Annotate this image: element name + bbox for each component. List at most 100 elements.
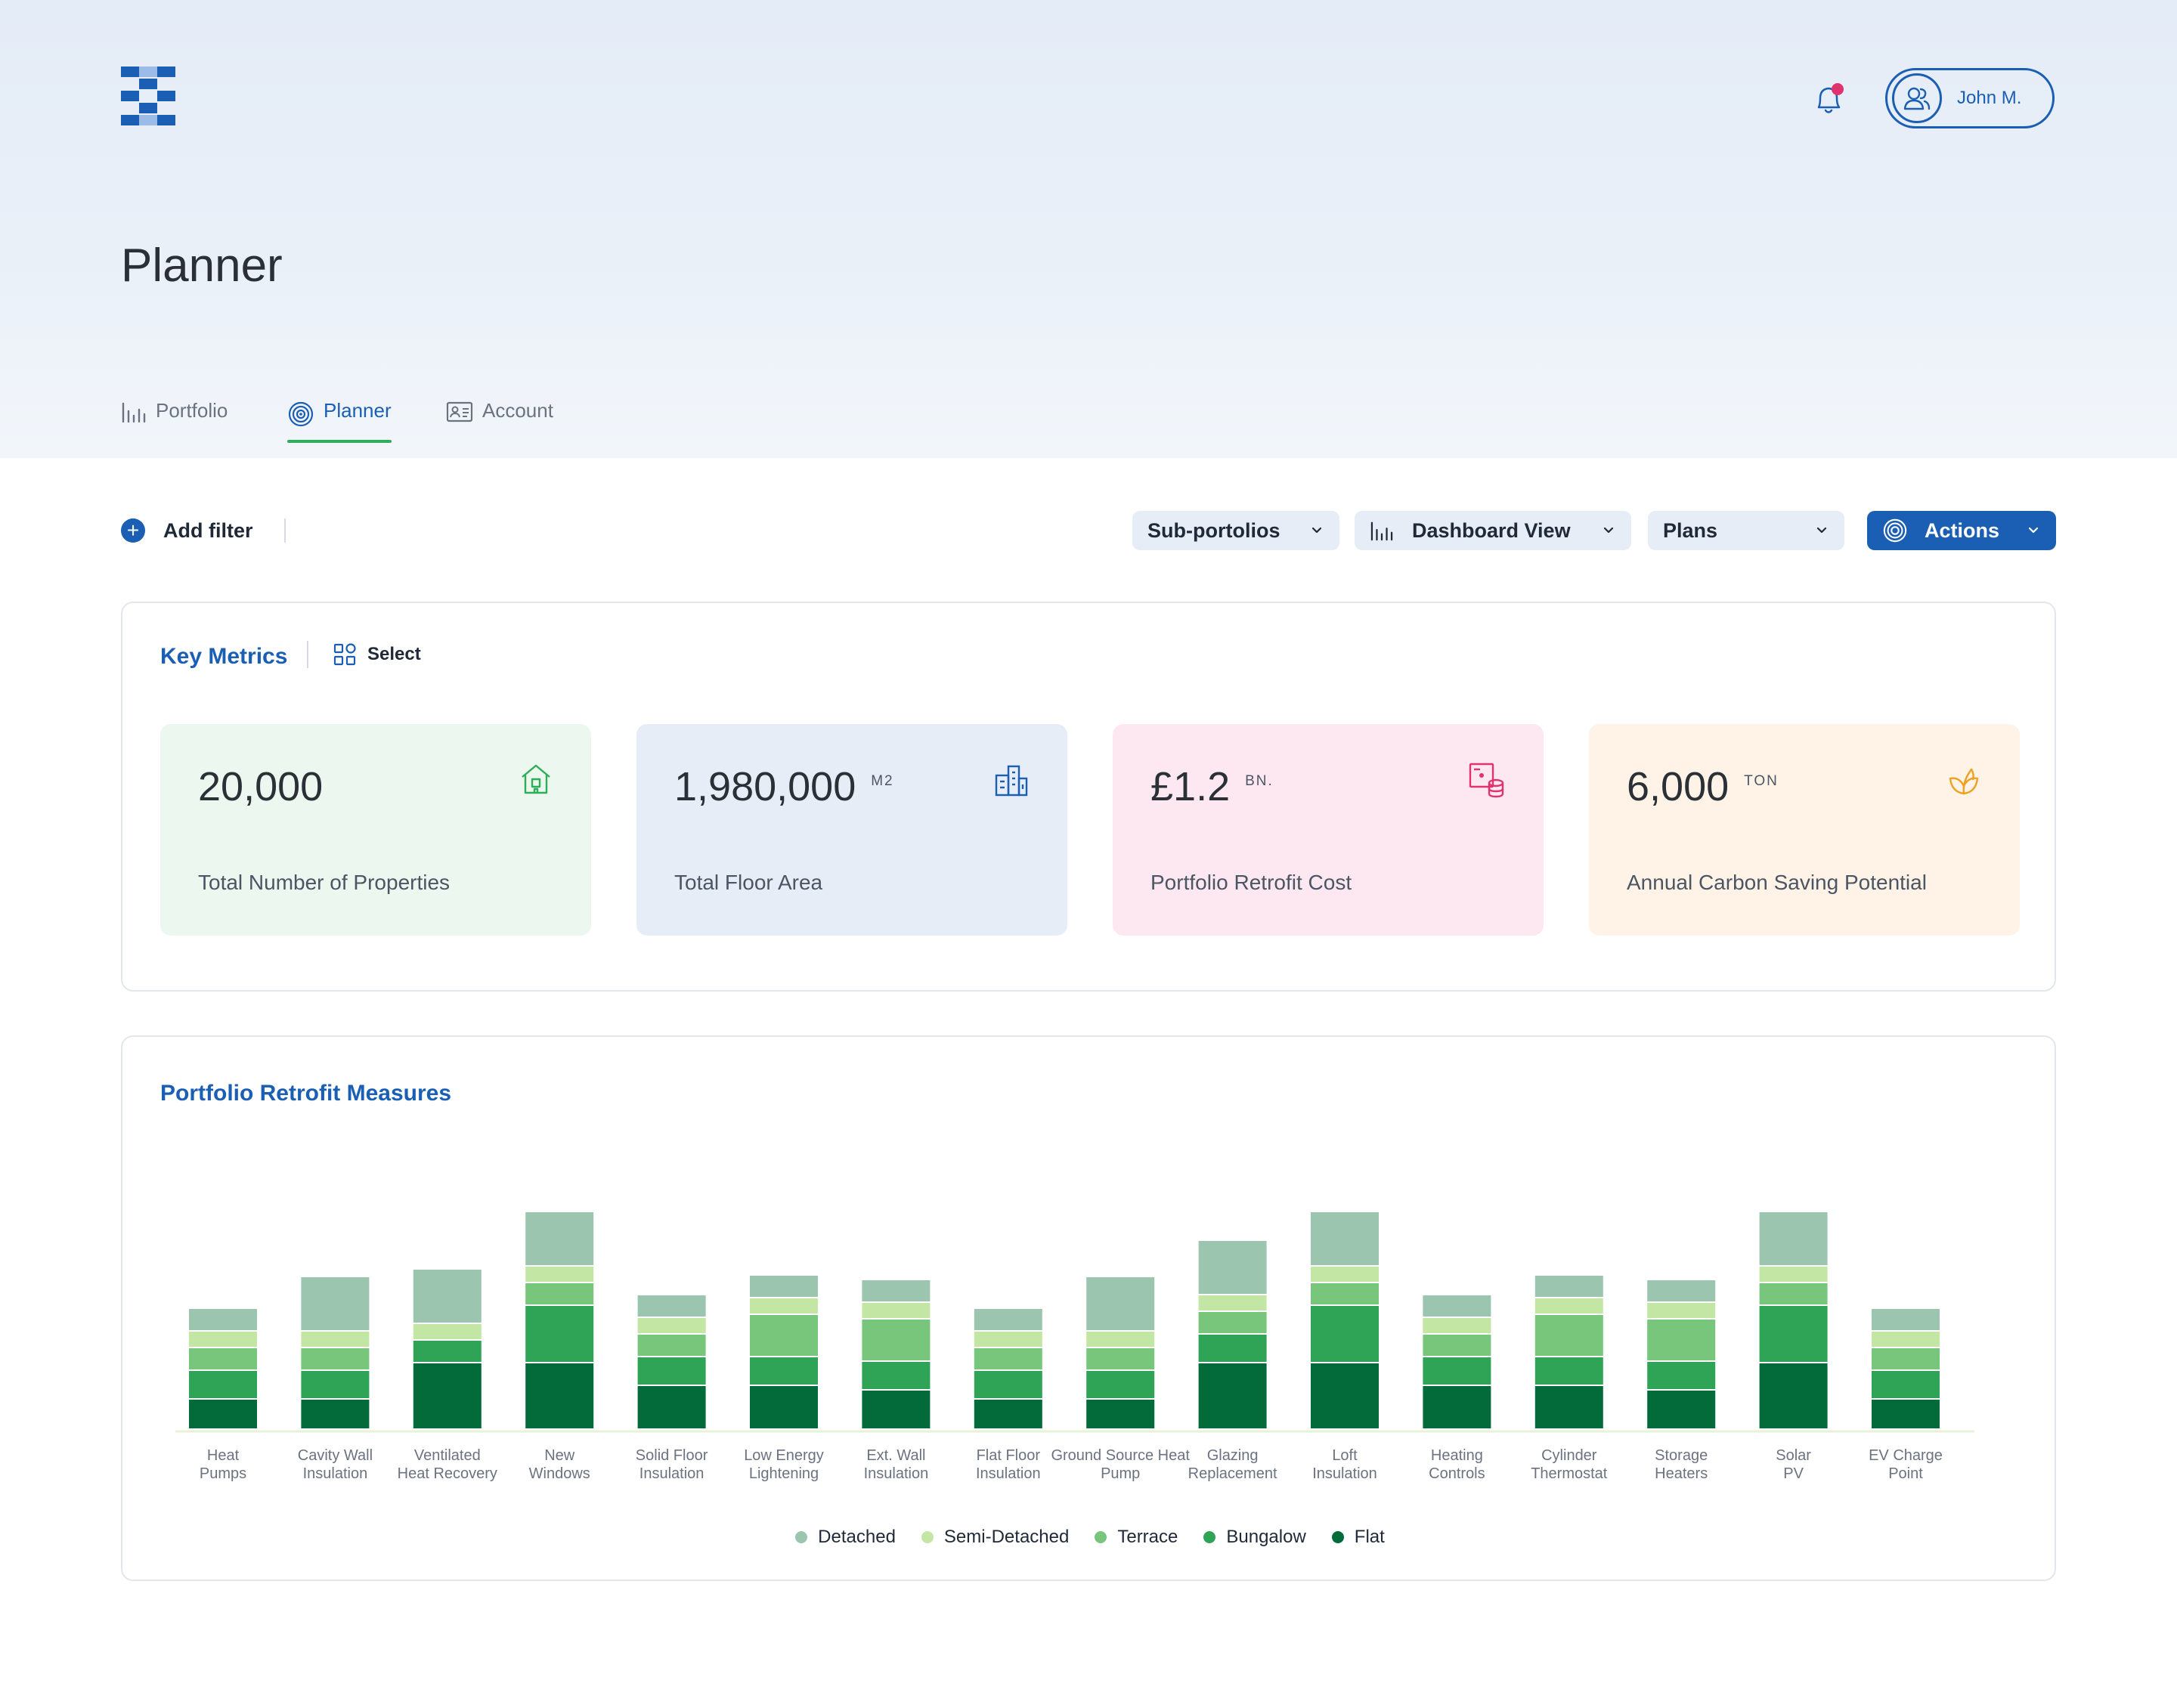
legend-item-bungalow[interactable]: Bungalow — [1203, 1527, 1306, 1548]
bar-segment-detached — [1311, 1212, 1379, 1265]
x-tick-label: Heat Pumps — [200, 1447, 246, 1482]
legend-item-flat[interactable]: Flat — [1331, 1527, 1385, 1548]
x-tick-label: Storage Heaters — [1655, 1447, 1708, 1482]
bar-chart-icon — [1370, 521, 1393, 541]
tab-portfolio[interactable]: Portfolio — [121, 399, 228, 443]
bar-segment-bungalow — [637, 1357, 706, 1385]
bar-segment-flat — [1423, 1386, 1491, 1428]
bar-segment-bungalow — [862, 1362, 931, 1389]
bar-segment-detached — [1423, 1295, 1491, 1317]
bar-segment-bungalow — [413, 1341, 482, 1362]
bar-segment-semi-detached — [1759, 1267, 1828, 1282]
bar-segment-flat — [1086, 1400, 1155, 1428]
legend-item-detached[interactable]: Detached — [795, 1527, 896, 1548]
metric-total-properties: 20,000 Total Number of Properties — [160, 724, 591, 936]
cost-icon — [1469, 763, 1504, 798]
bar-segment-bungalow — [974, 1371, 1042, 1398]
buildings-icon — [995, 765, 1028, 797]
bar-segment-detached — [862, 1280, 931, 1301]
bar-segment-flat — [413, 1363, 482, 1428]
bar-segment-semi-detached — [862, 1303, 931, 1318]
metric-retrofit-cost: £1.2 BN. Portfolio Retrofit Cost — [1113, 724, 1544, 936]
bar-segment-detached — [413, 1270, 482, 1323]
page-title: Planner — [121, 240, 283, 292]
add-filter-button[interactable]: + Add filter — [121, 518, 253, 543]
tab-account[interactable]: Account — [446, 399, 553, 443]
bar-segment-bungalow — [750, 1357, 818, 1385]
bar-segment-flat — [189, 1400, 257, 1428]
metric-value: 6,000 TON — [1627, 764, 1779, 809]
tab-account-label: Account — [482, 399, 553, 422]
select-metrics-button[interactable]: Select — [333, 642, 421, 667]
bar-segment-bungalow — [1647, 1362, 1716, 1389]
sub-portfolios-dropdown[interactable]: Sub-portolios — [1132, 511, 1339, 550]
plans-dropdown[interactable]: Plans — [1648, 511, 1844, 550]
divider — [307, 641, 308, 668]
select-label: Select — [367, 644, 421, 664]
bar-segment-terrace — [1198, 1312, 1267, 1333]
bar-segment-terrace — [301, 1348, 370, 1369]
x-tick-label: Loft Insulation — [1312, 1447, 1377, 1482]
user-menu-button[interactable]: John M. — [1885, 68, 2055, 128]
dashboard-view-dropdown[interactable]: Dashboard View — [1355, 511, 1631, 550]
metric-carbon-saving: 6,000 TON Annual Carbon Saving Potential — [1589, 724, 2020, 936]
bar-segment-semi-detached — [1534, 1298, 1603, 1313]
actions-dropdown[interactable]: Actions — [1867, 511, 2056, 550]
bar-segment-flat — [1647, 1391, 1716, 1428]
bar-segment-detached — [189, 1309, 257, 1330]
x-tick-label: Glazing Replacement — [1188, 1447, 1277, 1482]
bar-segment-detached — [974, 1309, 1042, 1330]
metric-value: 20,000 — [198, 764, 324, 809]
bar-segment-terrace — [862, 1320, 931, 1360]
legend-dot — [1203, 1531, 1216, 1543]
brand-logo — [121, 67, 175, 125]
metric-unit: M2 — [871, 773, 894, 789]
target-icon — [288, 401, 314, 427]
bar-segment-bungalow — [1759, 1306, 1828, 1362]
legend-dot — [1095, 1531, 1107, 1543]
x-tick-label: Ventilated Heat Recovery — [398, 1447, 497, 1482]
bar-segment-semi-detached — [637, 1318, 706, 1333]
bar-segment-semi-detached — [1311, 1267, 1379, 1282]
target-icon — [1883, 518, 1907, 543]
bar-segment-terrace — [974, 1348, 1042, 1369]
bar-segment-bungalow — [1534, 1357, 1603, 1385]
bar-segment-detached — [301, 1277, 370, 1330]
legend-item-semi-detached[interactable]: Semi-Detached — [921, 1527, 1069, 1548]
bar-segment-semi-detached — [189, 1332, 257, 1347]
chart-title: Portfolio Retrofit Measures — [160, 1081, 452, 1106]
bar-segment-bungalow — [1198, 1335, 1267, 1362]
leaf-icon — [1949, 768, 1979, 795]
key-metrics-card: Key Metrics Select 20,000 Total Number o… — [121, 602, 2056, 992]
metric-unit: TON — [1744, 773, 1779, 789]
bar-segment-terrace — [1423, 1335, 1491, 1356]
sub-portfolios-label: Sub-portolios — [1147, 518, 1280, 542]
chevron-down-icon — [1816, 527, 1827, 534]
bar-segment-detached — [1647, 1280, 1716, 1301]
bar-segment-terrace — [1872, 1348, 1940, 1369]
divider — [284, 518, 286, 543]
bar-segment-terrace — [1311, 1283, 1379, 1304]
legend-label: Detached — [818, 1527, 896, 1547]
bar-segment-bungalow — [525, 1306, 594, 1362]
user-name: John M. — [1957, 88, 2022, 108]
bar-segment-flat — [525, 1363, 594, 1428]
bar-segment-flat — [1759, 1363, 1828, 1428]
x-tick-label: Flat Floor Insulation — [976, 1447, 1041, 1482]
notification-bell-icon[interactable] — [1813, 82, 1846, 118]
bar-segment-terrace — [1647, 1320, 1716, 1360]
bar-segment-terrace — [189, 1348, 257, 1369]
legend-label: Terrace — [1117, 1527, 1178, 1547]
bar-segment-bungalow — [1423, 1357, 1491, 1385]
retrofit-measures-card: Portfolio Retrofit Measures Heat Pumps Cav… — [121, 1035, 2056, 1581]
actions-label: Actions — [1925, 518, 2000, 542]
tab-planner-label: Planner — [324, 399, 392, 422]
tab-planner[interactable]: Planner — [287, 399, 392, 443]
bar-segment-terrace — [1086, 1348, 1155, 1369]
bar-chart-icon — [122, 402, 146, 423]
home-icon — [522, 764, 550, 794]
x-tick-label: Cylinder Thermostat — [1531, 1447, 1608, 1482]
bar-segment-flat — [862, 1391, 931, 1428]
legend-item-terrace[interactable]: Terrace — [1095, 1527, 1178, 1548]
add-filter-label: Add filter — [163, 518, 253, 542]
